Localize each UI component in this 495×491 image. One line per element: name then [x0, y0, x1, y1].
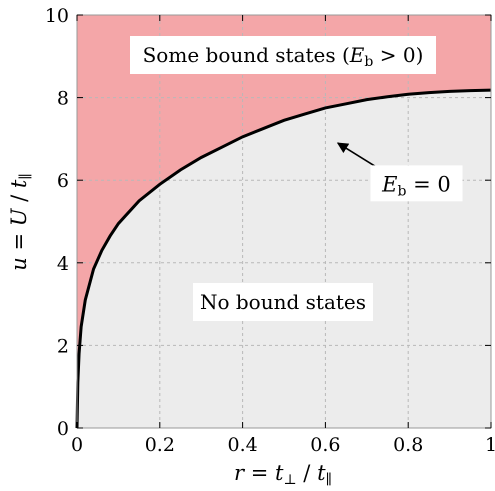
- grid: [77, 15, 491, 428]
- x-tick-label: 0.6: [310, 434, 340, 456]
- y-tick-label: 2: [57, 335, 69, 357]
- boundary-curve: [75, 88, 492, 429]
- lower-region-label: No bound states: [200, 290, 366, 314]
- ticks: [76, 14, 492, 429]
- upper-region-label-box: Some bound states (Eb > 0): [130, 36, 436, 74]
- x-tick-label: 0.4: [227, 434, 257, 456]
- x-tick-label: 0.2: [145, 434, 175, 456]
- y-tick-label: 10: [45, 5, 69, 27]
- y-tick-label: 8: [57, 88, 69, 110]
- y-tick-label: 0: [57, 418, 69, 440]
- y-axis-label: u = U / t∥: [7, 173, 34, 271]
- x-axis-label: r = t⊥ / t∥: [234, 461, 332, 488]
- plot-area: [75, 14, 492, 429]
- x-tick-label: 0.8: [393, 434, 423, 456]
- annotation-eb-zero: Eb = 0: [336, 142, 463, 202]
- x-tick-label: 1: [485, 434, 495, 456]
- annotation-arrow: [336, 142, 379, 170]
- x-tick-label: 0: [71, 434, 83, 456]
- plot-frame: [76, 14, 492, 429]
- upper-region-label: Some bound states (Eb > 0): [143, 43, 424, 70]
- y-tick-label: 4: [57, 253, 69, 275]
- annotation-label: Eb = 0: [381, 172, 451, 199]
- y-tick-label: 6: [57, 170, 69, 192]
- lower-region-label-box: No bound states: [193, 283, 373, 321]
